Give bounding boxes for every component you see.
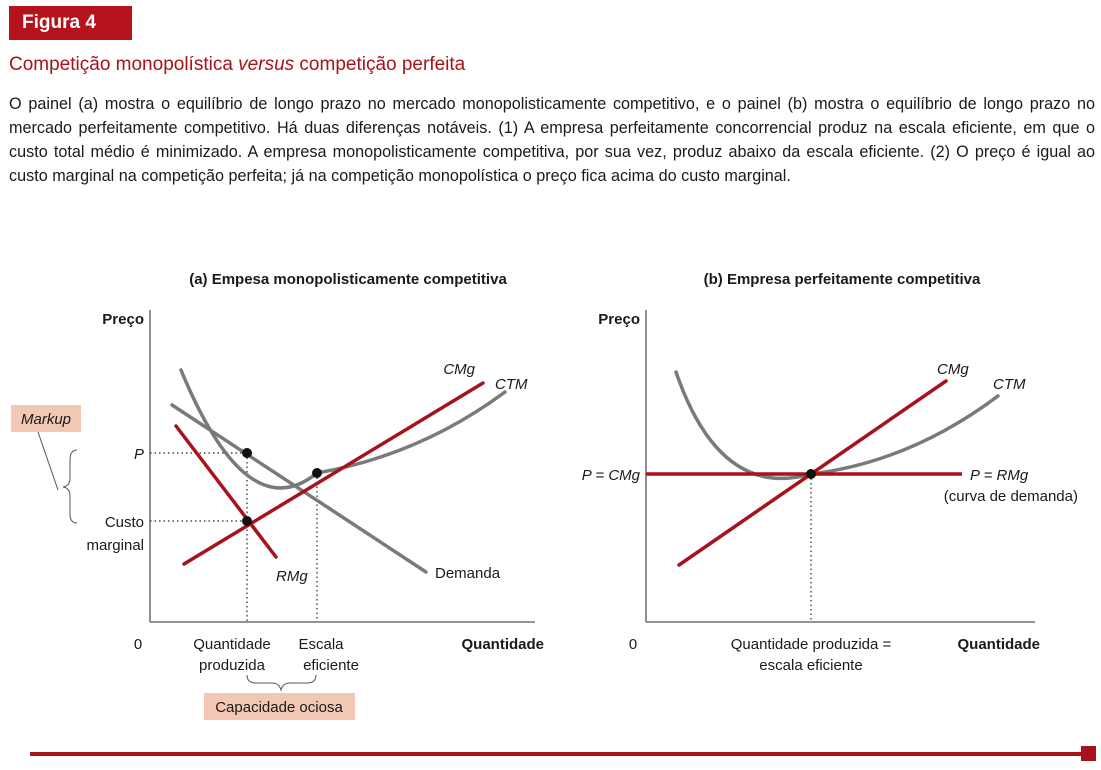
panel-a-price-label: P xyxy=(134,446,144,463)
markup-label: Markup xyxy=(21,411,71,428)
panel-b-quantity-label-line1: Quantidade produzida = xyxy=(731,636,892,653)
panel-a-quantity-label-line2: produzida xyxy=(199,657,266,674)
idle-capacity-box xyxy=(204,693,355,720)
bottom-rule xyxy=(30,752,1085,756)
markup-brace xyxy=(62,449,78,524)
figure-title: Competição monopolística versus competiç… xyxy=(9,54,465,76)
panel-a-price-point xyxy=(242,448,252,458)
title-suffix: competição perfeita xyxy=(294,54,466,75)
markup-box xyxy=(11,405,81,432)
panel-b-x-axis-label: Quantidade xyxy=(957,636,1040,653)
idle-capacity-brace xyxy=(246,674,317,692)
panel-b-equilibrium-point xyxy=(806,469,816,479)
panel-a-mc-point xyxy=(242,516,252,526)
panel-b: (b) Empresa perfeitamente competitiva Pr… xyxy=(582,271,1078,674)
panel-a-title: (a) Empesa monopolisticamente competitiv… xyxy=(189,271,507,288)
panel-b-demand-label: P = RMg xyxy=(970,467,1029,484)
panel-b-ctm-label: CTM xyxy=(993,376,1026,393)
panel-a-ctm-curve xyxy=(179,368,507,490)
panel-b-cmg-label: CMg xyxy=(937,361,969,378)
panel-b-price-label: P = CMg xyxy=(582,467,641,484)
panel-a-ctm-label: CTM xyxy=(495,376,528,393)
panel-b-demand-note: (curva de demanda) xyxy=(944,488,1078,505)
panel-b-ctm-curve xyxy=(674,370,1000,480)
idle-capacity-label: Capacidade ociosa xyxy=(215,699,343,716)
markup-pointer xyxy=(37,431,59,491)
panel-b-quantity-label-line2: escala eficiente xyxy=(759,657,862,674)
panel-a-demand-curve xyxy=(170,403,428,574)
title-italic: versus xyxy=(238,54,295,75)
panel-a-mc-label-line1: Custo xyxy=(105,514,144,531)
panel-a-rmg-label: RMg xyxy=(276,568,308,585)
panel-a: (a) Empesa monopolisticamente competitiv… xyxy=(11,271,544,720)
panel-b-y-axis-label: Preço xyxy=(598,311,640,328)
figure-caption: O painel (a) mostra o equilíbrio de long… xyxy=(9,95,1095,185)
panel-a-origin: 0 xyxy=(134,636,142,653)
panel-b-origin: 0 xyxy=(629,636,637,653)
panel-a-scale-label-line2: eficiente xyxy=(303,657,359,674)
panel-a-x-axis-label: Quantidade xyxy=(461,636,544,653)
bottom-rule-end-square xyxy=(1081,746,1096,761)
panel-a-efficient-scale-point xyxy=(312,468,322,478)
panel-a-y-axis-label: Preço xyxy=(102,311,144,328)
panel-a-quantity-label-line1: Quantidade xyxy=(193,636,271,653)
panel-a-cmg-curve xyxy=(182,381,485,566)
panel-a-cmg-label: CMg xyxy=(443,361,475,378)
panel-b-title: (b) Empresa perfeitamente competitiva xyxy=(704,271,981,288)
panel-a-rmg-curve xyxy=(174,424,278,559)
panel-a-demand-label: Demanda xyxy=(435,565,501,582)
title-prefix: Competição monopolística xyxy=(9,54,239,75)
panel-a-mc-label-line2: marginal xyxy=(86,537,144,554)
figure-label: Figura 4 xyxy=(9,6,132,40)
panel-a-scale-label-line1: Escala xyxy=(298,636,344,653)
